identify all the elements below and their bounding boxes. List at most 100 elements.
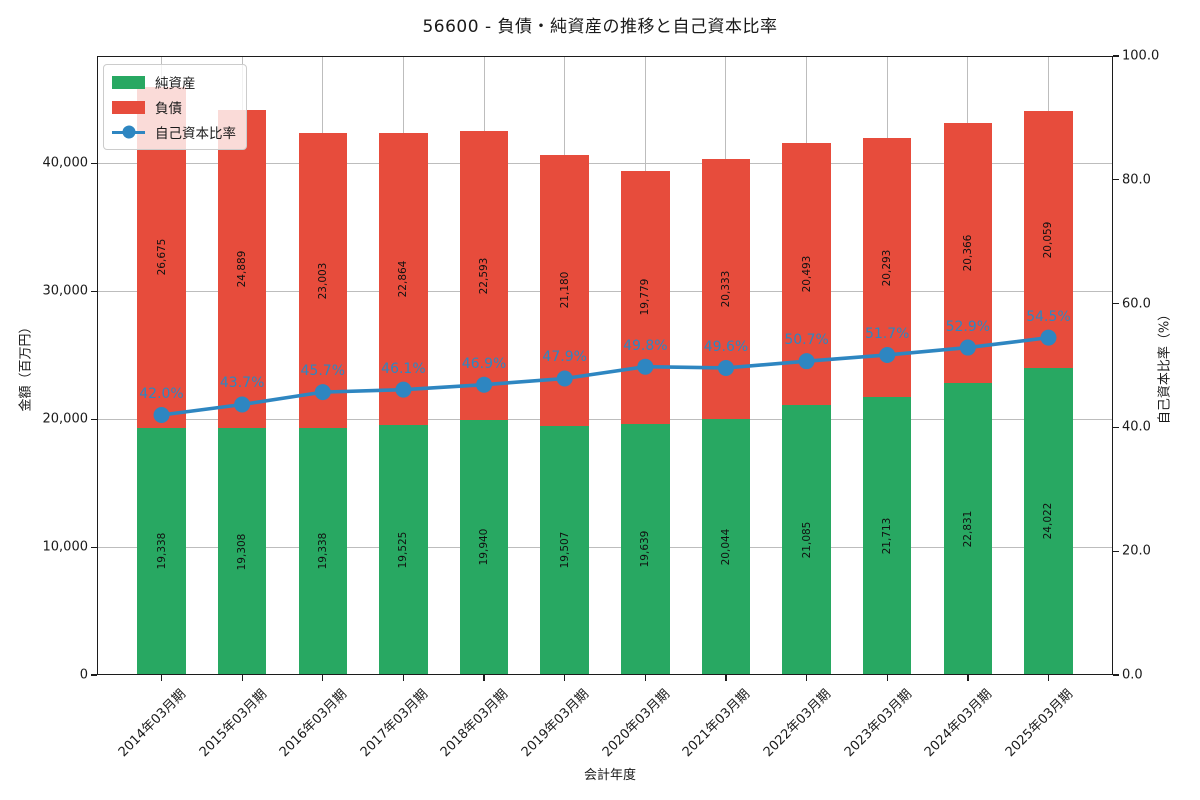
y-tick-label-left: 40,000 — [42, 155, 89, 171]
x-tick-label: 2025年03月期 — [1002, 686, 1076, 761]
y-axis-tick-mark-left — [91, 290, 97, 293]
x-tick-label: 2023年03月期 — [841, 686, 915, 761]
equity-ratio-marker — [314, 384, 331, 401]
y-tick-label-right: 100.0 — [1122, 48, 1160, 64]
y-axis-tick-mark-right — [1113, 674, 1119, 676]
x-tick-label: 2024年03月期 — [922, 686, 996, 761]
equity-ratio-marker — [637, 358, 654, 375]
x-tick-label: 2015年03月期 — [196, 686, 270, 761]
x-axis-tick-mark — [805, 675, 808, 681]
y-axis-tick-mark-right — [1113, 426, 1119, 429]
x-axis-tick-mark — [967, 675, 969, 681]
x-tick-label: 2022年03月期 — [760, 686, 835, 761]
x-tick-label: 2019年03月期 — [518, 686, 593, 761]
x-axis-tick-mark — [1047, 675, 1050, 681]
x-axis-label: 会計年度 — [583, 768, 636, 783]
bar-segment-liabilities — [379, 132, 428, 426]
x-axis-tick-mark — [241, 675, 243, 681]
x-axis-tick-mark — [564, 675, 566, 681]
equity-ratio-value-label: 46.1% — [381, 360, 426, 377]
equity-ratio-value-label: 51.7% — [864, 325, 910, 342]
equity-ratio-line-sample — [112, 125, 145, 139]
y-axis-tick-mark-left — [91, 162, 97, 165]
equity-ratio-value-label: 52.9% — [945, 318, 991, 335]
bar-segment-liabilities — [459, 131, 509, 420]
x-axis-tick-mark — [886, 675, 888, 681]
y-tick-label-right: 80.0 — [1122, 172, 1151, 188]
y-axis-tick-mark-right — [1113, 179, 1119, 181]
net-assets-swatch — [112, 75, 145, 89]
legend-label: 自己資本比率 — [155, 126, 236, 142]
equity-ratio-value-label: 47.9% — [542, 349, 587, 366]
bar-segment-net-assets — [298, 427, 347, 675]
bar-segment-net-assets — [217, 428, 267, 675]
bar-segment-net-assets — [701, 418, 751, 675]
x-tick-label: 2016年03月期 — [276, 686, 351, 761]
bar-segment-net-assets — [137, 427, 186, 675]
equity-ratio-marker — [476, 376, 493, 393]
legend-label: 負債 — [155, 101, 182, 117]
bar-segment-liabilities — [1024, 111, 1073, 368]
equity-ratio-marker — [1040, 329, 1057, 346]
bar-segment-net-assets — [540, 425, 589, 675]
bar-segment-net-assets — [459, 419, 509, 675]
bar-segment-net-assets — [863, 397, 912, 675]
chart-title: 56600 - 負債・純資産の推移と自己資本比率 — [422, 17, 778, 37]
y-axis-tick-mark-right — [1113, 550, 1119, 552]
bar-segment-liabilities — [298, 133, 347, 428]
bar-segment-liabilities — [621, 170, 670, 424]
gridline-horizontal — [97, 290, 1113, 292]
x-axis-tick-mark — [483, 675, 485, 681]
equity-ratio-value-label: 54.5% — [1026, 308, 1071, 325]
y-tick-label-left: 10,000 — [42, 539, 89, 555]
y-tick-label-right: 60.0 — [1122, 296, 1151, 312]
equity-ratio-marker — [153, 407, 170, 424]
equity-ratio-value-label: 46.9% — [461, 355, 507, 372]
x-tick-label: 2020年03月期 — [599, 686, 673, 761]
x-axis-tick-mark — [644, 675, 646, 681]
x-axis-tick-mark — [725, 675, 727, 681]
equity-ratio-value-label: 42.0% — [139, 386, 184, 403]
y-tick-label-right: 40.0 — [1122, 419, 1151, 435]
legend-item-net-assets: 純資産 — [112, 72, 236, 92]
equity-ratio-value-label: 50.7% — [784, 332, 829, 349]
y-axis-tick-mark-left — [91, 418, 97, 420]
equity-ratio-marker — [798, 353, 815, 370]
gridline-horizontal — [97, 546, 1113, 548]
bar-segment-net-assets — [943, 383, 993, 675]
bar-segment-net-assets — [379, 425, 428, 675]
equity-ratio-marker — [717, 359, 734, 376]
bar-segment-net-assets — [621, 423, 670, 675]
gridline-horizontal — [97, 418, 1113, 420]
equity-ratio-marker — [395, 381, 412, 398]
plot-area: 0 10,000 20,000 30,000 40,000 0.0 20.0 40.0 60.0… — [43, 49, 1160, 761]
x-axis-tick-mark — [160, 675, 163, 681]
y-axis-label-left: 金額（百万円） — [18, 320, 34, 412]
x-axis-tick-mark — [402, 675, 405, 681]
x-tick-label: 2017年03月期 — [357, 686, 431, 761]
gridline-horizontal — [97, 162, 1113, 164]
y-axis-tick-mark-left — [91, 546, 97, 548]
equity-ratio-value-label: 49.8% — [623, 337, 668, 354]
equity-ratio-marker — [959, 339, 976, 356]
bar-segment-liabilities — [217, 109, 267, 429]
legend-item-liabilities: 負債 — [112, 97, 236, 117]
y-tick-label-left: 0 — [79, 667, 88, 683]
liabilities-swatch — [112, 100, 145, 114]
y-tick-label-right: 20.0 — [1122, 543, 1151, 559]
legend-item-equity-ratio: 自己資本比率 — [112, 122, 236, 142]
legend-label: 純資産 — [155, 76, 196, 92]
y-axis-tick-mark-right — [1113, 55, 1119, 57]
equity-ratio-marker — [556, 370, 573, 387]
equity-ratio-line — [153, 329, 1057, 424]
bar-segment-net-assets — [782, 405, 831, 675]
y-axis-tick-mark-left — [91, 674, 97, 676]
equity-ratio-value-label: 43.7% — [219, 375, 265, 392]
equity-ratio-marker — [234, 396, 251, 413]
y-axis-tick-mark-right — [1113, 303, 1119, 305]
x-tick-label: 2021年03月期 — [680, 686, 754, 761]
x-tick-label: 2018年03月期 — [438, 686, 512, 761]
equity-ratio-value-label: 45.7% — [300, 363, 346, 380]
x-tick-label: 2014年03月期 — [115, 686, 189, 761]
